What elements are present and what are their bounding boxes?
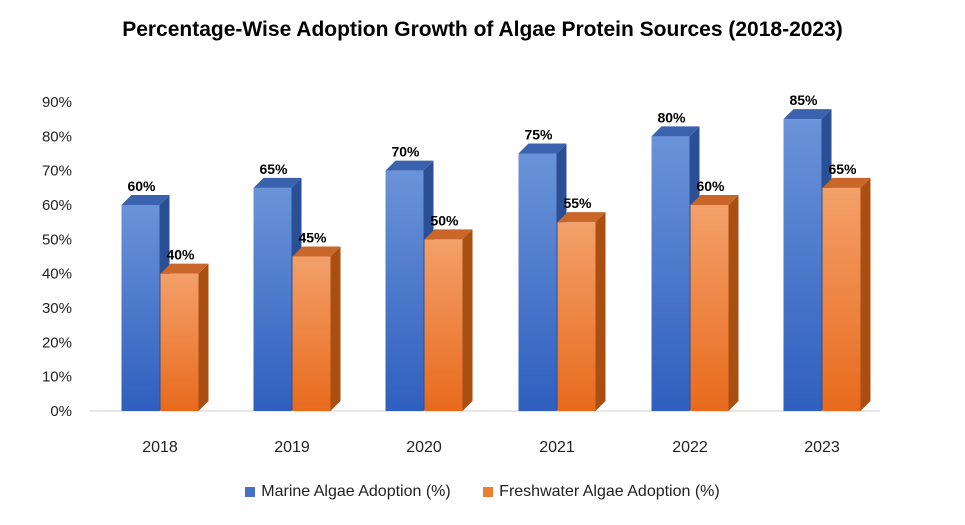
bar-front [690, 205, 729, 411]
bar-front [160, 273, 199, 411]
bar-top [424, 229, 473, 240]
legend-swatch-marine [245, 487, 256, 497]
legend-item-freshwater[interactable]: Freshwater Algae Adoption (%) [483, 483, 720, 501]
bar-side [860, 177, 871, 411]
y-tick-label: 90% [42, 94, 72, 111]
legend-label-marine: Marine Algae Adoption (%) [261, 483, 451, 500]
y-tick-label: 10% [42, 369, 72, 386]
bar-side [728, 195, 739, 411]
y-tick-label: 0% [50, 403, 72, 420]
bar-freshwater [160, 263, 209, 411]
bar-top [651, 126, 700, 137]
bar-front [557, 222, 596, 411]
bar-freshwater [292, 246, 341, 411]
data-label-freshwater: 50% [430, 212, 459, 228]
bar-front [651, 136, 690, 412]
data-labels: 60% 40% 65% 45% 70% 50% 75% 55% 80% 60% 85% 65% [127, 92, 857, 263]
legend-swatch-freshwater [483, 487, 494, 497]
bar-front [385, 170, 424, 411]
data-label-freshwater: 65% [828, 161, 857, 177]
y-axis: 0% 10% 20% 30% 40% 50% 60% 70% 80% 90% [42, 94, 72, 420]
bar-front [253, 187, 292, 411]
bar-front [121, 205, 160, 411]
bar-side [462, 229, 473, 411]
bar-front [783, 119, 822, 412]
bar-side [595, 212, 606, 411]
bar-top [783, 109, 832, 120]
legend-label-freshwater: Freshwater Algae Adoption (%) [499, 483, 720, 500]
y-tick-label: 80% [42, 128, 72, 145]
chart-title: Percentage-Wise Adoption Growth of Algae… [122, 18, 843, 41]
y-tick-label: 50% [42, 231, 72, 248]
x-tick-label: 2020 [406, 439, 442, 456]
bar-front [424, 239, 463, 411]
bar-top [557, 212, 606, 223]
bars [121, 109, 871, 412]
bar-freshwater [822, 177, 871, 411]
bar-side [198, 263, 209, 411]
bar-side [330, 246, 341, 411]
bar-top [292, 246, 341, 257]
bar-top [121, 195, 170, 205]
data-label-marine: 80% [657, 109, 686, 125]
y-tick-label: 40% [42, 266, 72, 283]
bar-front [518, 153, 557, 411]
bar-top [160, 263, 209, 274]
bar-front [822, 187, 861, 411]
y-tick-label: 60% [42, 197, 72, 214]
bar-top [690, 195, 739, 205]
y-tick-label: 70% [42, 163, 72, 180]
data-label-marine: 85% [789, 92, 818, 108]
x-axis: 2018 2019 2020 2021 2022 2023 [142, 439, 840, 456]
data-label-freshwater: 45% [298, 230, 327, 246]
y-tick-label: 20% [42, 334, 72, 351]
x-tick-label: 2018 [142, 439, 178, 456]
x-tick-label: 2019 [274, 439, 310, 456]
data-label-freshwater: 55% [563, 195, 592, 211]
legend[interactable]: Marine Algae Adoption (%) Freshwater Alg… [0, 483, 965, 502]
bar-top [518, 143, 567, 154]
bar-top [822, 177, 871, 188]
bar-freshwater [557, 212, 606, 411]
bar-top [253, 177, 302, 188]
x-tick-label: 2021 [539, 439, 575, 456]
bar-top [385, 160, 434, 171]
bar-front [292, 256, 331, 411]
x-tick-label: 2023 [804, 439, 840, 456]
data-label-marine: 70% [391, 144, 420, 160]
data-label-marine: 60% [127, 178, 156, 194]
bar-freshwater [424, 229, 473, 411]
bar-freshwater [690, 195, 739, 411]
data-label-marine: 75% [524, 127, 553, 143]
x-tick-label: 2022 [672, 439, 708, 456]
legend-item-marine[interactable]: Marine Algae Adoption (%) [245, 483, 451, 501]
data-label-freshwater: 60% [696, 178, 725, 194]
data-label-marine: 65% [259, 161, 288, 177]
data-label-freshwater: 40% [166, 247, 195, 263]
y-tick-label: 30% [42, 300, 72, 317]
